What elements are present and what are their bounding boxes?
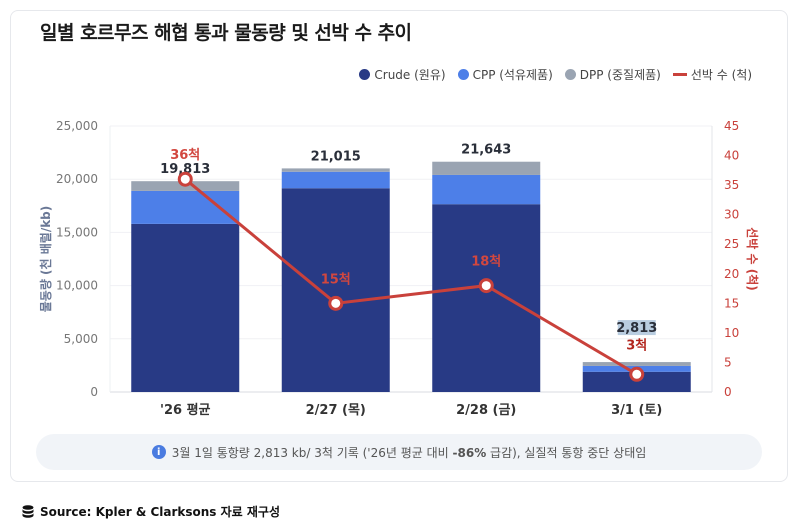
ships-point xyxy=(328,295,344,311)
legend-dpp[interactable]: DPP (중질제품) xyxy=(564,66,661,83)
bar-cpp xyxy=(131,190,240,224)
ships-line xyxy=(184,178,638,376)
info-icon: i xyxy=(151,445,166,459)
y2-tick-label: 10 xyxy=(724,326,739,340)
bar-dpp xyxy=(582,362,691,366)
legend-crude[interactable]: Crude (원유) xyxy=(359,66,446,83)
ships-point xyxy=(629,366,645,382)
note-bold: -86% xyxy=(452,445,487,460)
bar-crude xyxy=(582,371,691,392)
source: Source: Kpler & Clarksons 자료 재구성 xyxy=(22,503,280,520)
y-tick-label: 15,000 xyxy=(56,225,98,239)
y2-tick-label: 45 xyxy=(724,119,739,133)
total-label: 19,813 xyxy=(160,162,210,177)
y2-tick-label: 5 xyxy=(724,355,732,369)
y-axis-title: 물동량 (천 배럴/kb) xyxy=(38,206,53,313)
y-tick-label: 5,000 xyxy=(64,332,98,346)
bar-crude xyxy=(281,188,390,392)
legend-ships[interactable]: 선박 수 (척) xyxy=(672,66,752,83)
total-label: 21,015 xyxy=(311,149,361,164)
x-tick-label: 3/1 (토) xyxy=(611,403,662,418)
bar-cpp xyxy=(281,171,390,189)
ships-label: 15척 xyxy=(321,271,351,287)
chart-card xyxy=(10,10,788,482)
note-text-end: 급감), 실질적 통항 중단 상태임 xyxy=(486,445,647,460)
y-tick-label: 10,000 xyxy=(56,279,98,293)
source-text: Source: Kpler & Clarksons 자료 재구성 xyxy=(40,505,280,519)
total-label: 2,813 xyxy=(616,321,657,336)
x-tick-label: 2/27 (목) xyxy=(306,403,366,418)
y2-tick-label: 20 xyxy=(724,267,739,281)
y2-tick-label: 15 xyxy=(724,296,739,310)
ships-point xyxy=(177,171,193,187)
ships-label: 3척 xyxy=(626,337,647,353)
bar-dpp xyxy=(281,168,390,172)
info-note: i 3월 1일 통항량 2,813 kb/ 3척 기록 ('26년 평균 대비 … xyxy=(36,434,762,470)
total-label-highlight xyxy=(617,320,656,336)
y2-tick-label: 35 xyxy=(724,178,739,192)
bar-crude xyxy=(432,204,541,392)
y-tick-label: 25,000 xyxy=(56,119,98,133)
legend: Crude (원유) CPP (석유제품) DPP (중질제품) 선박 수 (척… xyxy=(359,66,752,83)
x-tick-label: 2/28 (금) xyxy=(456,403,516,418)
y-tick-label: 20,000 xyxy=(56,172,98,186)
y-tick-label: 0 xyxy=(90,385,98,399)
database-icon xyxy=(22,505,34,518)
note-text: 3월 1일 통항량 2,813 kb/ 3척 기록 ('26년 평균 대비 xyxy=(171,445,453,460)
bar-cpp xyxy=(432,174,541,205)
bar-dpp xyxy=(432,161,541,175)
bar-crude xyxy=(131,223,240,392)
ships-label: 36척 xyxy=(170,147,200,163)
ships-point xyxy=(478,278,494,294)
y2-axis-title: 선박 수 (척) xyxy=(745,227,760,291)
y2-tick-label: 25 xyxy=(724,237,739,251)
x-tick-label: '26 평균 xyxy=(160,402,211,418)
chart-title: 일별 호르무즈 해협 통과 물동량 및 선박 수 추이 xyxy=(40,22,412,44)
legend-cpp[interactable]: CPP (석유제품) xyxy=(457,66,553,83)
total-label: 21,643 xyxy=(461,143,511,158)
y2-tick-label: 40 xyxy=(724,149,739,163)
y2-tick-label: 0 xyxy=(724,385,732,399)
y2-tick-label: 30 xyxy=(724,208,739,222)
ships-label: 18척 xyxy=(471,254,501,270)
